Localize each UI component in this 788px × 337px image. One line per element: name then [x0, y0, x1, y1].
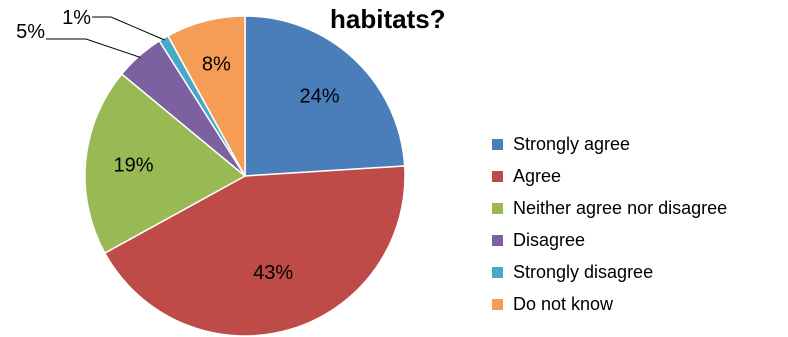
legend-item-strongly-disagree: Strongly disagree — [492, 256, 727, 288]
leader-line-strongly-disagree — [92, 16, 165, 41]
data-label-disagree: 5% — [16, 21, 45, 43]
legend-item-neither: Neither agree nor disagree — [492, 192, 727, 224]
legend-swatch-disagree — [492, 234, 503, 246]
legend-item-strongly-agree: Strongly agree — [492, 128, 727, 160]
legend-label-strongly-disagree: Strongly disagree — [513, 261, 654, 282]
legend-swatch-do-not-know — [492, 298, 503, 310]
legend-label-disagree: Disagree — [513, 229, 586, 250]
legend-label-do-not-know: Do not know — [513, 293, 614, 314]
pie-slice-neither — [84, 72, 247, 255]
legend-label-strongly-agree: Strongly agree — [513, 133, 631, 154]
data-label-strongly-agree: 24% — [299, 86, 339, 108]
legend-swatch-neither — [492, 202, 503, 214]
pie-slice-strongly-agree — [244, 15, 406, 177]
pie-slice-do-not-know — [166, 15, 246, 177]
legend-item-disagree: Disagree — [492, 224, 727, 256]
data-label-agree: 43% — [253, 262, 293, 284]
legend-swatch-agree — [492, 170, 503, 182]
legend-item-do-not-know: Do not know — [492, 288, 727, 320]
legend-swatch-strongly-agree — [492, 138, 503, 150]
data-label-do-not-know: 8% — [202, 53, 231, 75]
legend-item-agree: Agree — [492, 160, 727, 192]
legend-label-agree: Agree — [513, 165, 562, 186]
legend-label-neither: Neither agree nor disagree — [513, 197, 728, 218]
leader-line-disagree — [46, 38, 141, 58]
data-label-neither: 19% — [113, 154, 153, 176]
data-label-strongly-disagree: 1% — [62, 7, 91, 29]
pie-slice-agree — [103, 165, 406, 337]
legend-swatch-strongly-disagree — [492, 266, 503, 278]
legend: Strongly agree Agree Neither agree nor d… — [492, 128, 727, 320]
chart-title: habitats? — [330, 4, 446, 34]
